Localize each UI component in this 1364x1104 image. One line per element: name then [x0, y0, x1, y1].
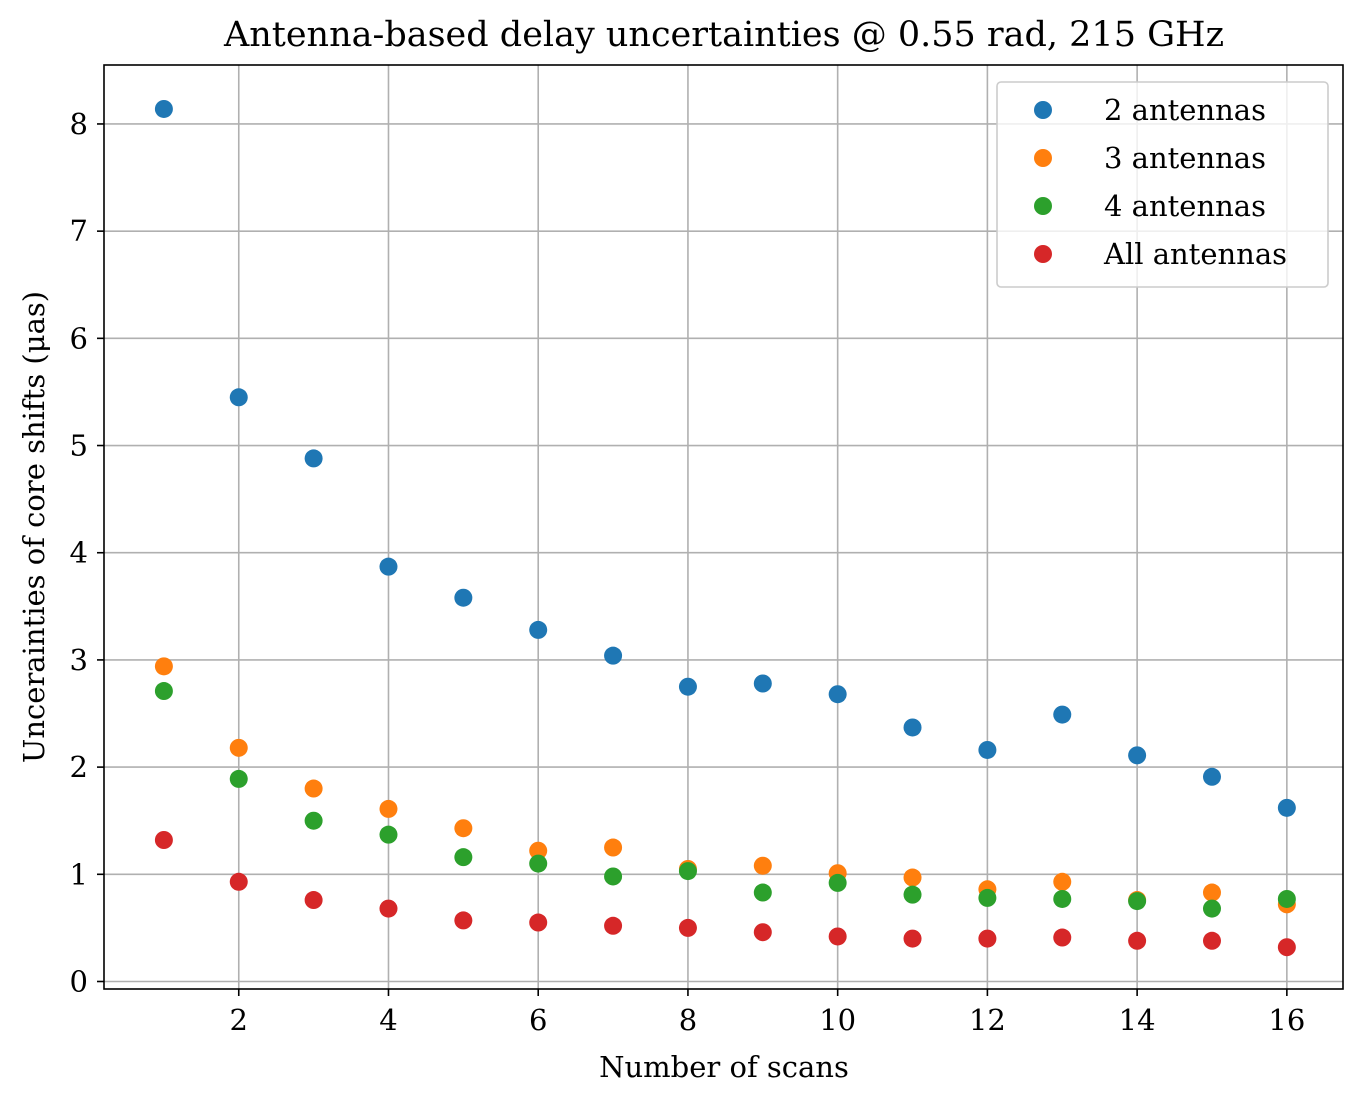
data-point [903, 885, 922, 904]
y-axis: 0 1 2 3 4 5 6 7 8 [70, 107, 104, 998]
data-point [529, 841, 548, 860]
data-point [604, 838, 623, 857]
data-point [828, 685, 847, 704]
data-point [1202, 899, 1221, 918]
data-point [753, 674, 772, 693]
chart-title: Antenna-based delay uncertainties @ 0.55… [223, 15, 1224, 55]
data-point [903, 929, 922, 948]
legend-marker [1034, 245, 1052, 263]
x-tick-label: 14 [1119, 1003, 1156, 1037]
data-point [1053, 928, 1072, 947]
legend-marker [1034, 197, 1052, 215]
x-tick-label: 12 [969, 1003, 1006, 1037]
data-point [229, 769, 248, 788]
legend: 2 antennas 3 antennas 4 antennas All antenn… [996, 81, 1329, 288]
data-point [304, 779, 323, 798]
data-point [154, 657, 173, 676]
legend-label: 4 antennas [1104, 189, 1266, 223]
data-point [1128, 746, 1147, 765]
y-tick-label: 2 [70, 750, 88, 784]
data-point [304, 891, 323, 910]
y-tick-label: 5 [70, 429, 88, 463]
data-point [903, 718, 922, 737]
plot-frame [103, 64, 1344, 990]
data-point [1202, 883, 1221, 902]
data-point [678, 862, 697, 881]
data-point [154, 682, 173, 701]
x-tick-label: 8 [679, 1003, 697, 1037]
data-point [978, 740, 997, 759]
data-point [529, 913, 548, 932]
data-point [229, 388, 248, 407]
x-axis: 2 4 6 8 10 12 14 16 [230, 989, 1305, 1037]
x-tick-label: 6 [529, 1003, 547, 1037]
x-tick-label: 10 [819, 1003, 856, 1037]
data-point [604, 916, 623, 935]
data-point [828, 927, 847, 946]
data-point [604, 867, 623, 886]
data-point [1277, 798, 1296, 817]
data-point [1202, 931, 1221, 950]
y-tick-label: 4 [70, 536, 88, 570]
data-point [1202, 767, 1221, 786]
x-tick-label: 2 [230, 1003, 248, 1037]
data-point [454, 819, 473, 838]
data-point [1128, 892, 1147, 911]
data-point [379, 799, 398, 818]
data-point [454, 848, 473, 867]
legend-marker [1034, 149, 1052, 167]
legend-label: All antennas [1103, 237, 1287, 271]
grid [104, 65, 1343, 989]
y-axis-label: Uncerainties of core shifts (μas) [17, 291, 51, 763]
y-tick-label: 6 [70, 321, 88, 355]
data-point [1277, 938, 1296, 957]
y-tick-label: 0 [70, 964, 88, 998]
data-point [1053, 889, 1072, 908]
y-tick-label: 7 [70, 214, 88, 248]
x-tick-label: 16 [1268, 1003, 1305, 1037]
data-point [454, 588, 473, 607]
data-point [978, 888, 997, 907]
data-point [1128, 931, 1147, 950]
data-point [978, 929, 997, 948]
legend-box [996, 81, 1329, 288]
y-tick-label: 8 [70, 107, 88, 141]
data-point [753, 883, 772, 902]
data-point [454, 911, 473, 930]
y-tick-label: 3 [70, 643, 88, 677]
data-point [304, 811, 323, 830]
data-point [753, 856, 772, 875]
data-point [1053, 705, 1072, 724]
data-point [529, 854, 548, 873]
data-point [379, 557, 398, 576]
data-point [828, 873, 847, 892]
data-point [1277, 889, 1296, 908]
data-point [379, 899, 398, 918]
data-point [154, 99, 173, 118]
data-point [678, 918, 697, 937]
x-axis-label: Number of scans [599, 1050, 849, 1084]
legend-label: 2 antennas [1104, 93, 1266, 127]
data-point [1053, 872, 1072, 891]
data-point [304, 449, 323, 468]
data-point [753, 923, 772, 942]
data-point [529, 620, 548, 639]
data-point [154, 831, 173, 850]
data-point [903, 868, 922, 887]
data-point [604, 646, 623, 665]
data-point [678, 677, 697, 696]
legend-label: 3 antennas [1104, 141, 1266, 175]
x-tick-label: 4 [379, 1003, 397, 1037]
data-point [229, 738, 248, 757]
data-point [379, 825, 398, 844]
legend-marker [1034, 101, 1052, 119]
data-points [154, 99, 1296, 957]
y-tick-label: 1 [70, 857, 88, 891]
data-point [229, 872, 248, 891]
